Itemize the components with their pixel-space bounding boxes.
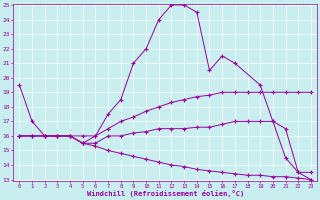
X-axis label: Windchill (Refroidissement éolien,°C): Windchill (Refroidissement éolien,°C) (86, 190, 244, 197)
